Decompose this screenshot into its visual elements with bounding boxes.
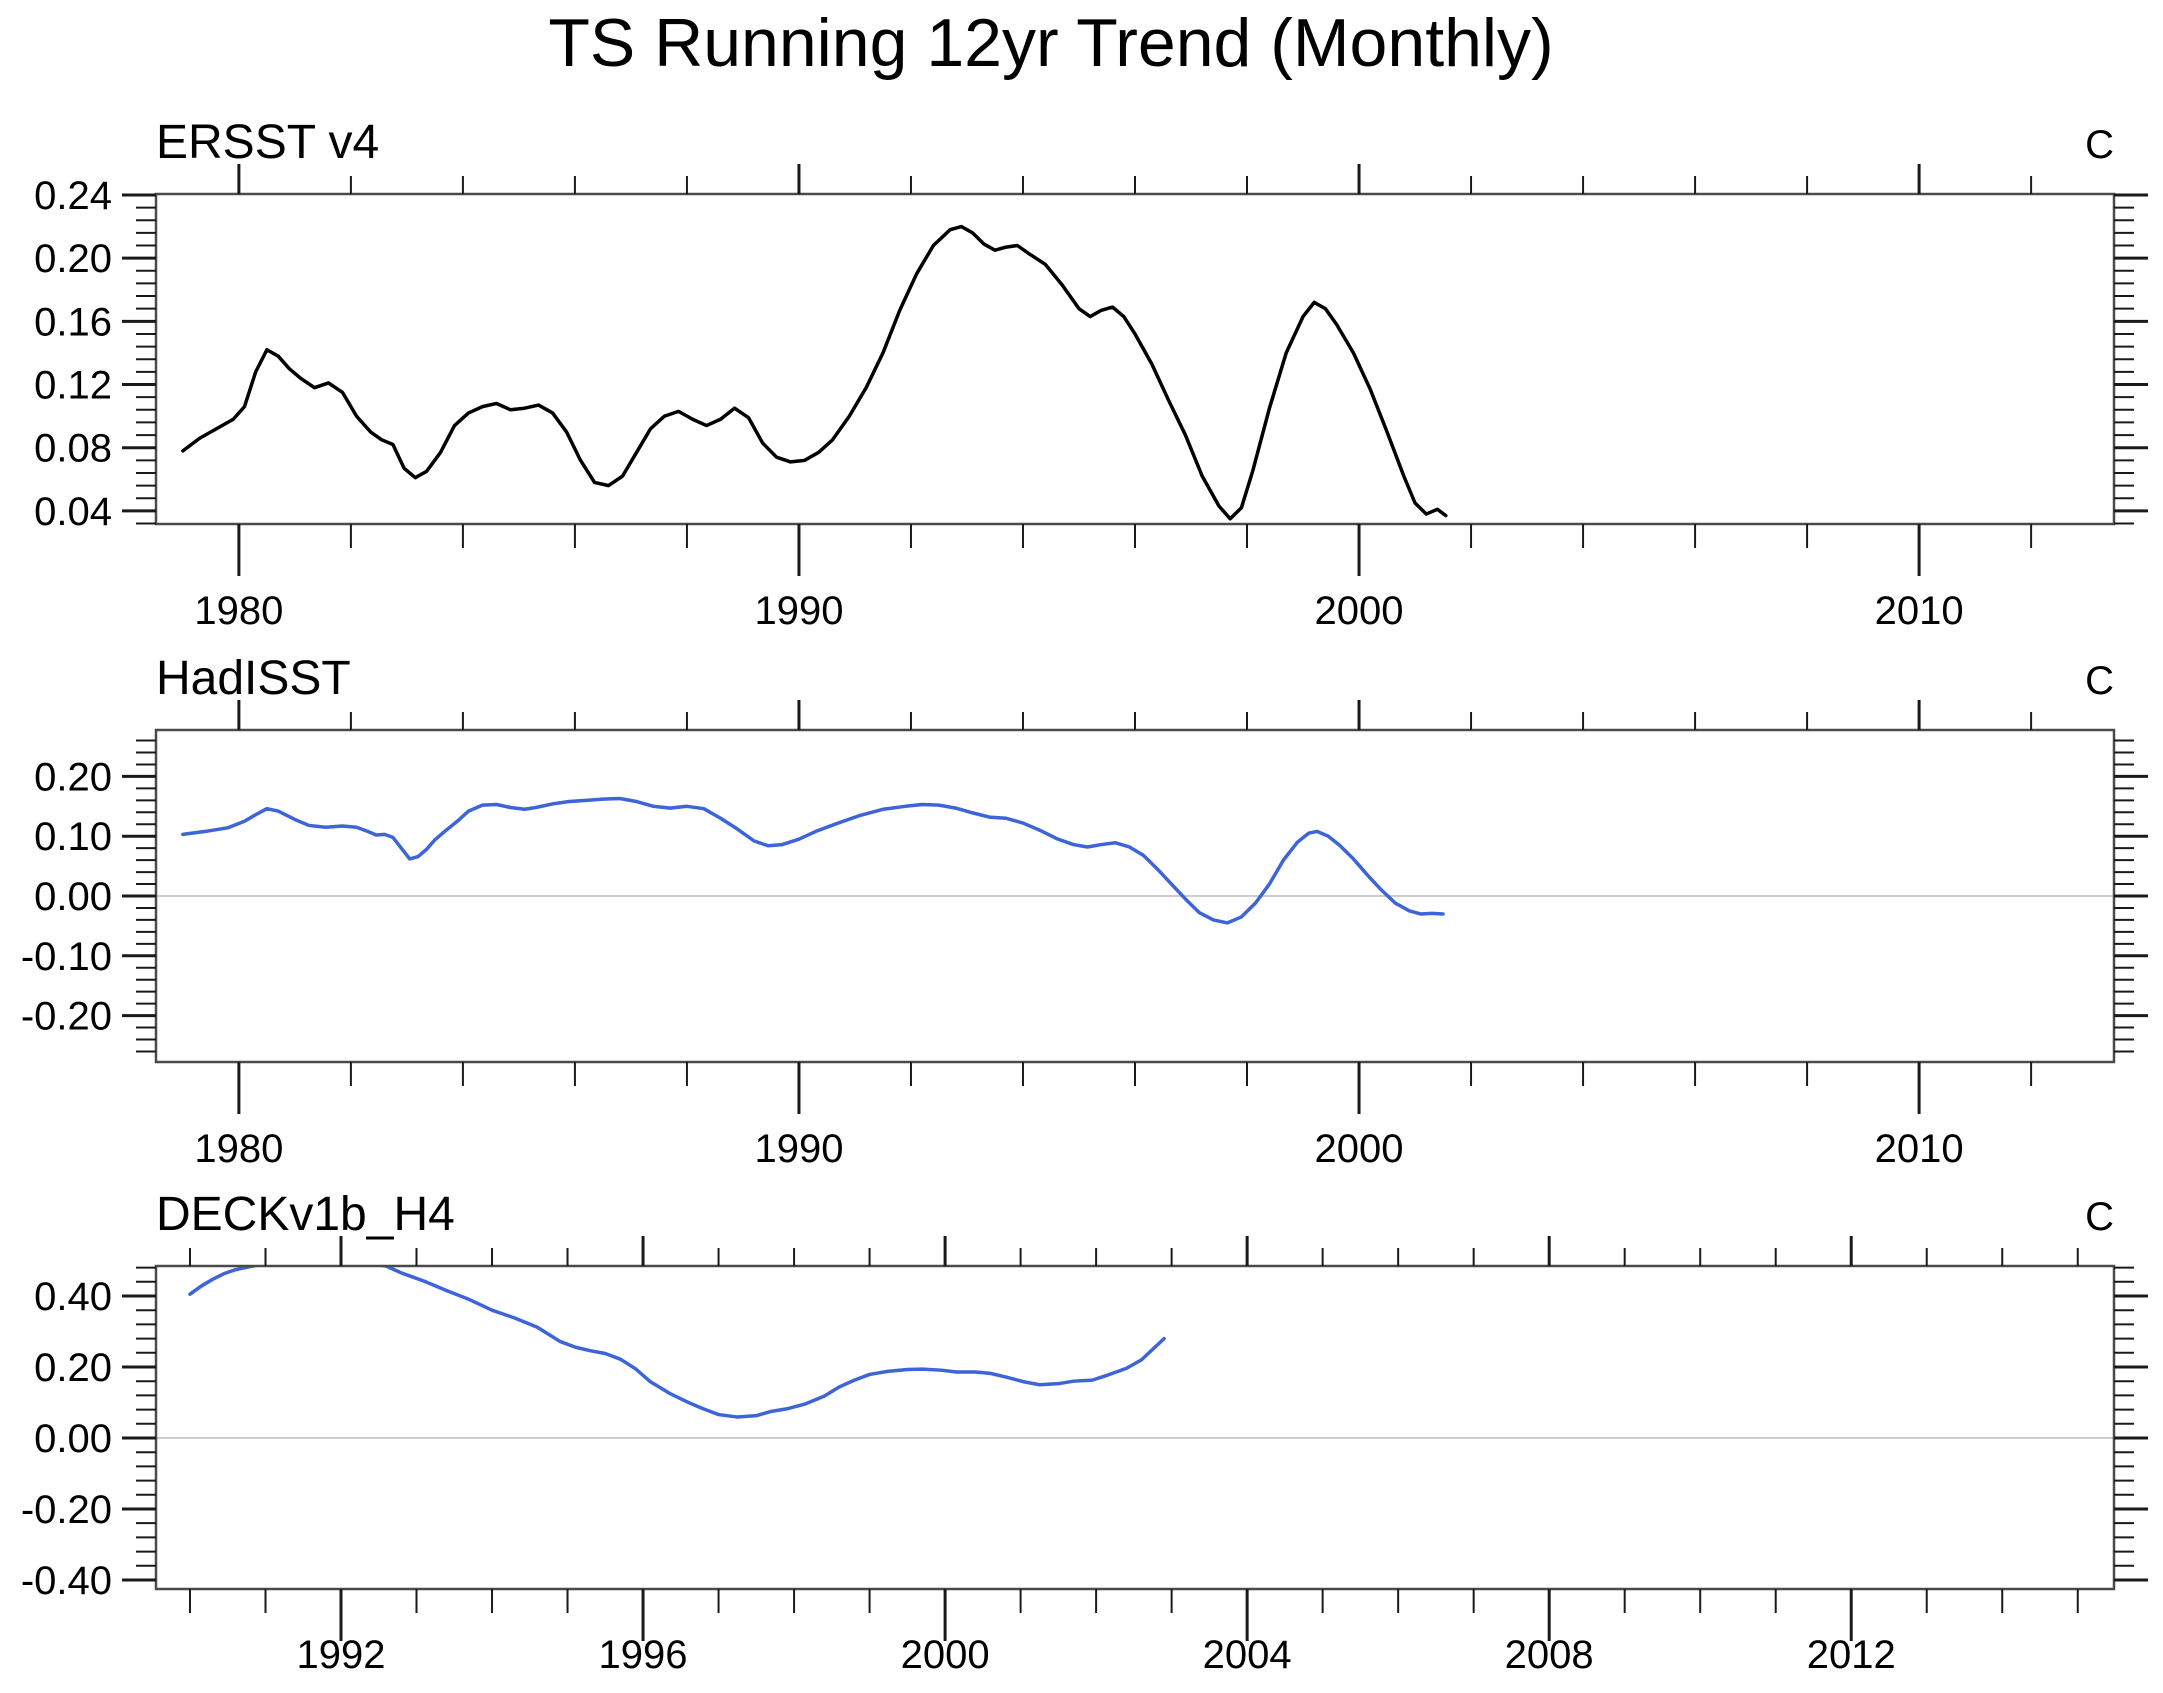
- y-axis-tick-label: 0.40: [34, 1275, 112, 1319]
- x-axis-tick-label: 1992: [297, 1633, 386, 1677]
- y-axis-tick-label: -0.20: [21, 995, 112, 1039]
- unit-label: C: [2085, 1195, 2114, 1239]
- plot-frame: [154, 192, 2116, 526]
- x-axis-tick-label: 2010: [1875, 589, 1964, 633]
- y-axis-tick-label: 0.12: [34, 364, 112, 408]
- series-line: [181, 224, 1448, 521]
- x-axis-tick-label: 1996: [599, 1633, 688, 1677]
- x-axis-tick-label: 2012: [1807, 1633, 1896, 1677]
- panel-title: DECKv1b_H4: [156, 1188, 455, 1241]
- x-axis-tick-label: 2008: [1505, 1633, 1594, 1677]
- y-axis-tick-label: -0.20: [21, 1488, 112, 1532]
- x-axis-tick-label: 2000: [1315, 589, 1404, 633]
- y-axis-tick-label: 0.20: [34, 755, 112, 799]
- x-axis-tick-label: 2004: [1203, 1633, 1292, 1677]
- y-axis-tick-label: 0.00: [34, 1417, 112, 1461]
- unit-label: C: [2085, 123, 2114, 167]
- y-axis-tick-label: -0.10: [21, 935, 112, 979]
- y-axis-tick-label: 0.10: [34, 815, 112, 859]
- x-axis-tick-label: 1980: [194, 589, 283, 633]
- panel-3: -0.40 -0.20 0.00 0.20 0.40 1992 1996 2000 2004 20…: [21, 1188, 2148, 1677]
- x-axis-tick-label: 1980: [194, 1127, 283, 1171]
- plot-frame: [154, 1264, 2116, 1591]
- x-axis-tick-label: 1990: [754, 589, 843, 633]
- series-line: [181, 796, 1445, 925]
- panel-1: 0.04 0.08 0.12 0.16 0.20 0.24 1980 1990 2000 2010…: [34, 116, 2148, 633]
- y-axis-tick-label: 0.16: [34, 300, 112, 344]
- figure-title: TS Running 12yr Trend (Monthly): [548, 5, 1554, 81]
- x-axis-tick-label: 2000: [901, 1633, 990, 1677]
- y-axis-tick-label: 0.04: [34, 490, 112, 534]
- y-axis-tick-label: 0.20: [34, 237, 112, 281]
- y-axis-tick-label: 0.20: [34, 1346, 112, 1390]
- panel-2: -0.20 -0.10 0.00 0.10 0.20 1980 1990 2000 2010 Ha…: [21, 652, 2148, 1171]
- x-axis-tick-label: 2000: [1315, 1127, 1404, 1171]
- x-axis-tick-label: 1990: [754, 1127, 843, 1171]
- unit-label: C: [2085, 659, 2114, 703]
- panel-title: HadISST: [156, 652, 351, 705]
- x-axis-tick-label: 2010: [1875, 1127, 1964, 1171]
- panel-title: ERSST v4: [156, 116, 379, 169]
- y-axis-tick-label: 0.00: [34, 875, 112, 919]
- y-axis-tick-label: 0.24: [34, 174, 112, 218]
- series-line: [188, 1266, 1166, 1419]
- y-axis-tick-label: 0.08: [34, 427, 112, 471]
- y-axis-tick-label: -0.40: [21, 1559, 112, 1603]
